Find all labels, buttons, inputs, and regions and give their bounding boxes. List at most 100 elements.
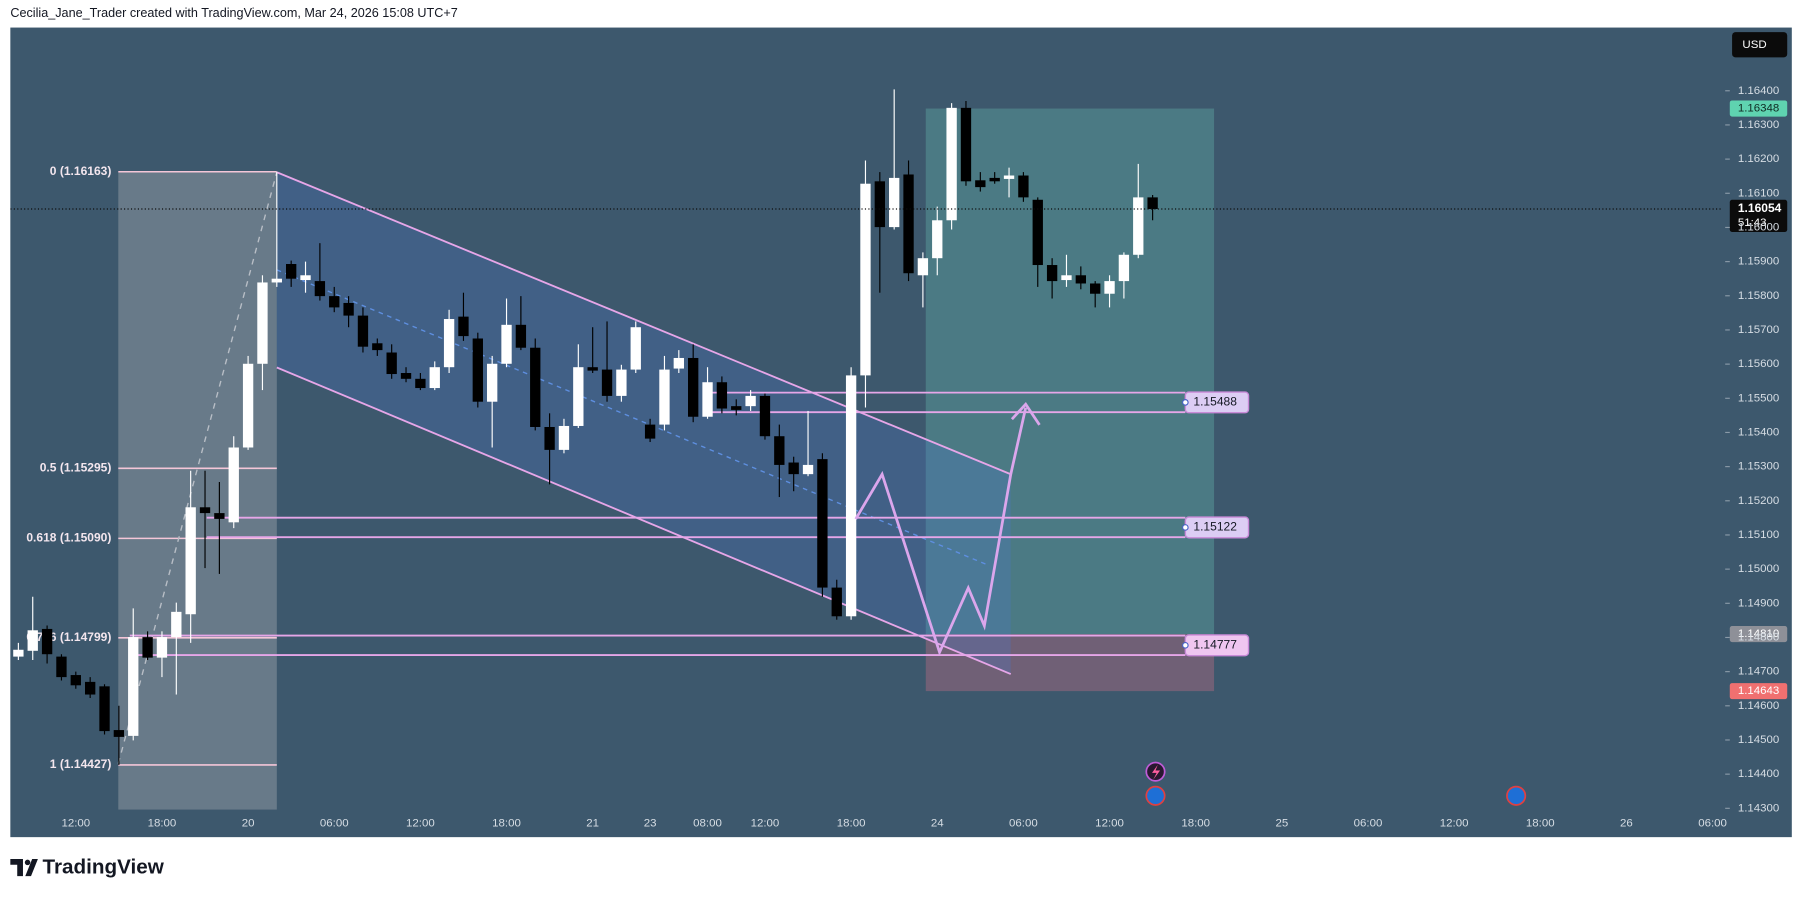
channel-lower [276, 366, 1012, 675]
candle-body [1090, 283, 1101, 294]
candle-body [759, 395, 771, 437]
candle-body [1061, 275, 1072, 281]
candle-body [199, 507, 211, 514]
y-tick-label: 1.14300 [1738, 802, 1779, 814]
target-price-tag-label: 1.16348 [1738, 103, 1779, 115]
y-tick-label: 1.15500 [1738, 392, 1779, 404]
y-tick-label: 1.15100 [1738, 529, 1779, 541]
x-tick-label: 18:00 [837, 817, 866, 829]
candle-body [1075, 275, 1086, 284]
x-tick-label: 08:00 [693, 817, 722, 829]
fib-level-label: 0.618 (1.15090) [26, 531, 111, 545]
entry-price-tag [1729, 626, 1788, 643]
logo-text: TradingView [42, 856, 164, 879]
candle-body [27, 630, 38, 651]
channel-upper [276, 171, 1012, 476]
y-tick-label: 1.16000 [1738, 221, 1779, 233]
event-icon-glyph [1152, 764, 1161, 780]
x-tick-label: 18:00 [492, 817, 521, 829]
candle-body [774, 436, 785, 465]
fib-zone [118, 171, 277, 810]
currency-button[interactable] [1732, 32, 1788, 58]
candle-body [271, 278, 282, 283]
candle-body [113, 730, 125, 737]
y-tick-label: 1.15000 [1738, 563, 1779, 575]
projection-arrowhead [1010, 401, 1041, 426]
candle-body [817, 459, 828, 588]
fib-trend-line [117, 172, 278, 764]
candle-body [1118, 254, 1130, 282]
projection [854, 401, 1527, 806]
candle-body [443, 319, 455, 368]
y-tick-label: 1.15200 [1738, 495, 1779, 507]
last-price-tag [1729, 199, 1788, 232]
candle-body [573, 367, 584, 426]
y-tick-label: 1.14400 [1738, 768, 1779, 780]
y-tick-label: 1.16100 [1738, 187, 1779, 199]
y-tick-label: 1.15600 [1738, 358, 1779, 370]
fib-level-label: 0.786 (1.14799) [26, 630, 111, 644]
candle-body [300, 275, 311, 281]
x-tick-label: 12:00 [1095, 817, 1124, 829]
candle-body [745, 395, 756, 407]
countdown-label: 51:43 [1738, 217, 1767, 229]
candle-body [917, 258, 929, 276]
y-tick-label: 1.16400 [1738, 85, 1779, 97]
candle-body [530, 347, 541, 427]
stop-price-tag-label: 1.14643 [1738, 685, 1779, 697]
candle-body [889, 177, 900, 228]
candle-body [472, 338, 483, 402]
event-icon[interactable] [1506, 785, 1527, 806]
x-tick-label: 12:00 [406, 817, 435, 829]
candle-body [989, 177, 1000, 182]
x-tick-label: 23 [644, 817, 657, 829]
fib-level-label: 0.5 (1.15295) [40, 461, 112, 475]
level-tag-label: 1.14777 [1193, 638, 1237, 652]
candle-body [314, 281, 326, 297]
candle-body [544, 426, 555, 450]
candle-body [1147, 197, 1158, 209]
y-tick-label: 1.16300 [1738, 119, 1779, 131]
candle-body [673, 357, 684, 369]
candle-body [329, 296, 340, 308]
candle-body [802, 464, 814, 475]
candle-body [601, 369, 613, 396]
candle-body [185, 507, 196, 615]
candle-body [142, 637, 153, 658]
candle-body [515, 324, 527, 348]
candle-body [688, 357, 699, 417]
x-tick-label: 25 [1275, 817, 1288, 829]
candle-body [487, 363, 498, 402]
candle-body [429, 367, 440, 389]
candle-body [716, 382, 728, 409]
back-layer [118, 108, 1215, 810]
candle-body [386, 352, 397, 375]
y-tick-label: 1.14600 [1738, 700, 1779, 712]
level-tag-label: 1.15122 [1193, 520, 1237, 534]
candle-body [41, 628, 53, 655]
candle-body [415, 378, 426, 389]
candle-body [788, 462, 799, 475]
candle-body [128, 637, 139, 736]
candle-body [56, 656, 67, 678]
mid-layer: 0 (1.16163) 0.5 (1.15295) 0.618 (1.15090) 0… [10, 89, 1723, 771]
header-text: Cecilia_Jane_Trader created with Trading… [10, 6, 457, 20]
x-tick-label: 26 [1620, 817, 1633, 829]
fib-level-label: 1 (1.14427) [50, 757, 112, 771]
level-handle [1182, 641, 1189, 649]
stop-price-tag [1729, 683, 1788, 700]
x-tick-label: 24 [931, 817, 944, 829]
y-tick-label: 1.14500 [1738, 734, 1779, 746]
x-tick-label: 18:00 [1526, 817, 1555, 829]
x-tick-label: 12:00 [61, 817, 90, 829]
event-icon[interactable] [1145, 785, 1166, 806]
x-tick-label: 06:00 [1354, 817, 1383, 829]
x-tick-label: 06:00 [1698, 817, 1727, 829]
position-loss-zone [925, 634, 1215, 692]
front-layer: 1.15488 1.15122 1.14777 1.16348 1.14810 1.146… [1182, 100, 1788, 700]
candle-body [630, 327, 641, 370]
target-price-tag [1729, 100, 1788, 117]
candle-body [343, 302, 354, 316]
